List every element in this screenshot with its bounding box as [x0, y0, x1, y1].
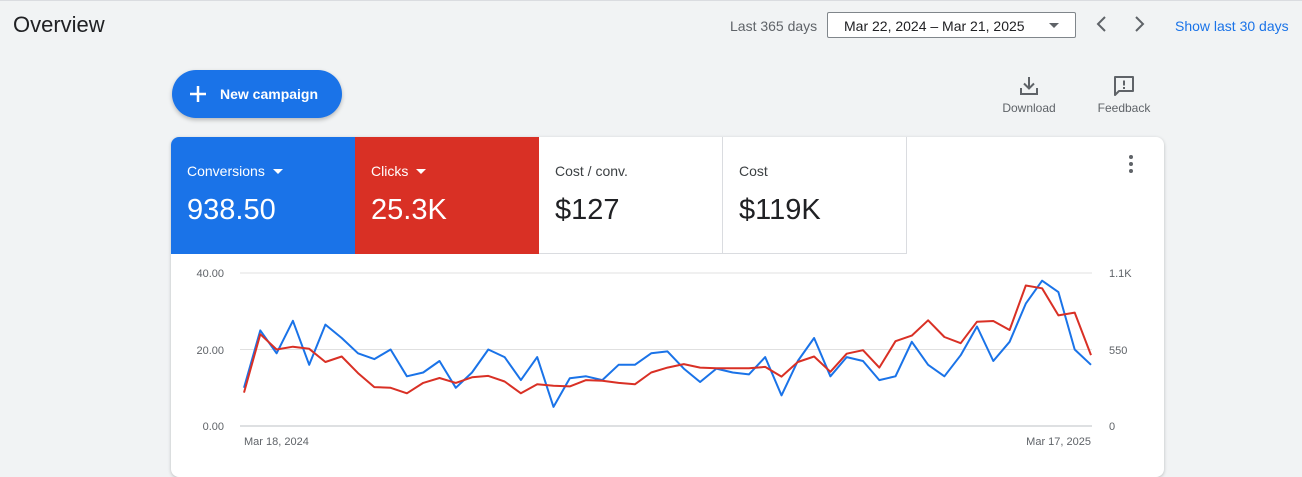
date-range-label: Last 365 days	[730, 18, 818, 34]
date-range-value: Mar 22, 2024 – Mar 21, 2025	[844, 18, 1025, 34]
show-last-30-days-link[interactable]: Show last 30 days	[1175, 18, 1289, 34]
plus-icon	[190, 86, 206, 102]
download-button[interactable]: Download	[989, 72, 1069, 118]
metric-value: 938.50	[187, 194, 276, 226]
x-tick-start: Mar 18, 2024	[244, 436, 309, 448]
y-right-tick: 550	[1109, 345, 1127, 357]
new-campaign-label: New campaign	[220, 86, 319, 102]
page-title: Overview	[13, 12, 105, 37]
metric-tile-conversions[interactable]: Conversions 938.50	[171, 137, 355, 254]
metric-value: 25.3K	[371, 194, 447, 226]
metric-label: Cost	[739, 163, 768, 179]
more-vert-icon	[1129, 155, 1133, 173]
new-campaign-button[interactable]: New campaign	[172, 70, 342, 118]
download-icon	[1020, 77, 1038, 95]
metric-tile-cost[interactable]: Cost $119K	[723, 137, 907, 254]
y-right-tick: 0	[1109, 421, 1115, 433]
chevron-left-icon	[1096, 16, 1106, 32]
date-range-dropdown[interactable]: Mar 22, 2024 – Mar 21, 2025	[827, 12, 1076, 38]
metric-value: $127	[555, 194, 620, 226]
download-label: Download	[1002, 101, 1056, 115]
performance-line-chart: 40.00 20.00 0.00 1.1K 550 0 Mar 18, 2024…	[196, 268, 1132, 448]
metric-tile-clicks[interactable]: Clicks 25.3K	[355, 137, 539, 254]
chevron-right-icon	[1135, 16, 1145, 32]
next-period-button[interactable]	[1127, 12, 1151, 36]
caret-down-icon	[416, 169, 427, 174]
series-line-clicks	[243, 284, 1092, 395]
top-divider	[0, 0, 1302, 1]
metric-value: $119K	[739, 194, 821, 226]
previous-period-button[interactable]	[1090, 12, 1114, 36]
y-left-tick: 40.00	[196, 268, 224, 280]
feedback-label: Feedback	[1097, 101, 1151, 115]
feedback-icon	[1114, 76, 1134, 96]
metric-label: Clicks	[371, 163, 427, 179]
y-left-tick: 20.00	[196, 345, 224, 357]
feedback-button[interactable]: Feedback	[1084, 72, 1164, 118]
performance-card: Conversions 938.50 Clicks 25.3K Cost / c…	[171, 137, 1164, 477]
y-right-tick: 1.1K	[1109, 268, 1132, 280]
caret-down-icon	[272, 169, 283, 174]
x-tick-end: Mar 17, 2025	[1026, 436, 1091, 448]
series-line-conversions	[243, 279, 1092, 408]
metric-tile-cost-per-conversion[interactable]: Cost / conv. $127	[539, 137, 723, 254]
y-left-tick: 0.00	[203, 421, 224, 433]
more-options-button[interactable]	[1121, 153, 1141, 175]
dropdown-caret-icon	[1049, 23, 1059, 28]
metric-label: Conversions	[187, 163, 283, 179]
metric-label: Cost / conv.	[555, 163, 628, 179]
